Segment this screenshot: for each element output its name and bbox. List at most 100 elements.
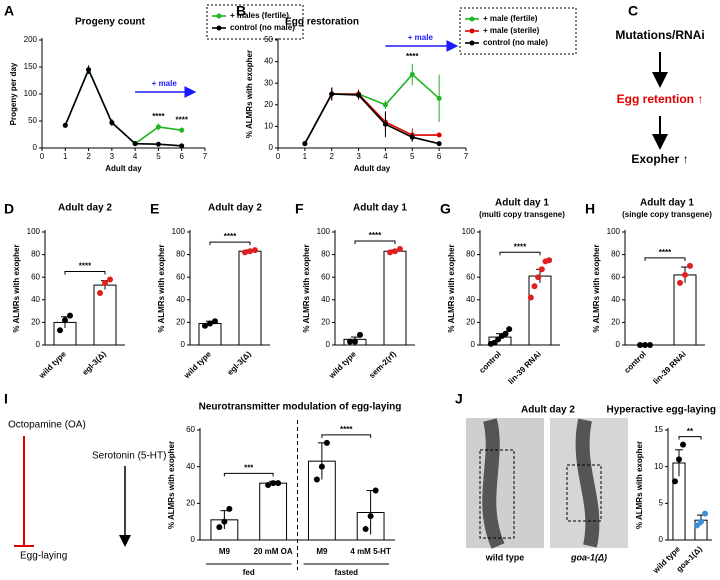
legend-label: control (no male) (230, 23, 295, 32)
series-line (304, 93, 440, 145)
chart-title: Neurotransmitter modulation of egg-layin… (199, 402, 402, 413)
x-tick-label: wild type (182, 349, 214, 381)
x-tick-label: 2 (86, 152, 91, 161)
y-tick-label: 20 (176, 318, 185, 327)
x-tick-label: lin-39 RNAi (651, 350, 688, 387)
x-tick-label: wild type (37, 349, 69, 381)
y-tick-label: 80 (31, 250, 40, 259)
data-point (275, 480, 282, 487)
data-point (318, 463, 325, 470)
y-tick-label: 80 (176, 250, 185, 259)
chart-title: Egg restoration (285, 17, 359, 28)
data-point (102, 279, 108, 286)
panel-letter: H (585, 201, 595, 217)
x-tick-label: 20 mM OA (254, 547, 293, 556)
y-tick-label: 50 (28, 116, 37, 125)
x-tick-label: M9 (219, 547, 231, 556)
chart-subtitle: (multi copy transgene) (479, 210, 565, 219)
data-point (242, 249, 248, 256)
data-point (247, 248, 253, 255)
diagram-step: Mutations/RNAi (615, 28, 704, 42)
data-point (179, 127, 185, 133)
x-tick-label: M9 (316, 547, 328, 556)
y-tick-label: 100 (462, 227, 476, 236)
significance: *** (244, 463, 254, 472)
legend-swatch (469, 40, 475, 46)
y-tick-label: 20 (611, 318, 620, 327)
x-tick-label: 0 (40, 152, 45, 161)
data-point (367, 513, 374, 520)
data-point (409, 134, 415, 140)
micrograph (466, 418, 628, 549)
data-point (436, 95, 442, 101)
data-point (155, 141, 161, 147)
y-axis-label: % ALMRs with exopher (635, 441, 644, 529)
data-point (226, 505, 233, 512)
data-point (677, 279, 683, 286)
significance-bracket (209, 241, 251, 246)
y-axis-label: % ALMRs with exopher (302, 244, 311, 332)
x-tick-label: 6 (179, 152, 184, 161)
data-point (62, 317, 68, 324)
y-tick-label: 0 (471, 340, 476, 349)
x-tick-label: 0 (276, 152, 281, 161)
diagram-step: Egg retention ↑ (617, 92, 704, 106)
y-axis-label: Progeny per day (9, 62, 18, 125)
y-tick-label: 150 (24, 62, 38, 71)
panel-letter: J (455, 391, 463, 407)
x-tick-label: 5 (410, 152, 415, 161)
x-tick-label: lin-39 RNAi (506, 350, 543, 387)
panel-letter: B (236, 3, 246, 19)
y-tick-label: 40 (264, 57, 273, 66)
x-tick-label: 6 (437, 152, 442, 161)
y-axis-label: % ALMRs with exopher (167, 441, 176, 529)
y-tick-label: 20 (466, 318, 475, 327)
data-point (436, 132, 442, 138)
y-tick-label: 60 (611, 272, 620, 281)
x-tick-label: control (477, 350, 503, 376)
y-tick-label: 20 (31, 318, 40, 327)
data-point (702, 510, 709, 517)
data-point (387, 249, 393, 256)
y-tick-label: 0 (659, 535, 664, 544)
y-tick-label: 50 (264, 35, 273, 44)
panel-letter: C (628, 3, 638, 19)
legend-label: + male (sterile) (483, 26, 540, 35)
data-point (357, 331, 363, 338)
series-line (304, 93, 440, 145)
x-tick-label: control (622, 350, 648, 376)
data-point (155, 124, 161, 130)
data-point (86, 67, 92, 73)
y-tick-label: 40 (176, 295, 185, 304)
image-title: Adult day 2 (521, 405, 575, 416)
panel-letter: G (440, 201, 451, 217)
data-point (682, 271, 688, 278)
data-point (397, 245, 403, 252)
group-label: fed (243, 568, 255, 577)
data-point (382, 102, 388, 108)
data-point (97, 290, 103, 297)
data-point (647, 342, 653, 348)
x-tick-label: 5 (156, 152, 161, 161)
panel-letter: F (295, 201, 304, 217)
data-point (216, 524, 223, 531)
x-tick-label: 2 (329, 152, 334, 161)
legend-swatch (469, 28, 475, 34)
y-tick-label: 20 (321, 318, 330, 327)
y-tick-label: 60 (31, 272, 40, 281)
data-point (502, 330, 509, 337)
y-tick-label: 0 (181, 340, 186, 349)
bar (383, 250, 407, 346)
significance: **** (152, 112, 165, 121)
y-tick-label: 0 (326, 340, 331, 349)
y-tick-label: 40 (31, 295, 40, 304)
y-tick-label: 60 (321, 272, 330, 281)
x-tick-label: 1 (303, 152, 308, 161)
data-point (546, 257, 553, 264)
significance: ** (687, 427, 694, 436)
y-tick-label: 100 (24, 89, 38, 98)
y-axis-label: % ALMRs with exopher (447, 244, 456, 332)
significance: **** (224, 232, 237, 241)
data-point (356, 92, 362, 98)
legend-label: control (no male) (483, 38, 548, 47)
